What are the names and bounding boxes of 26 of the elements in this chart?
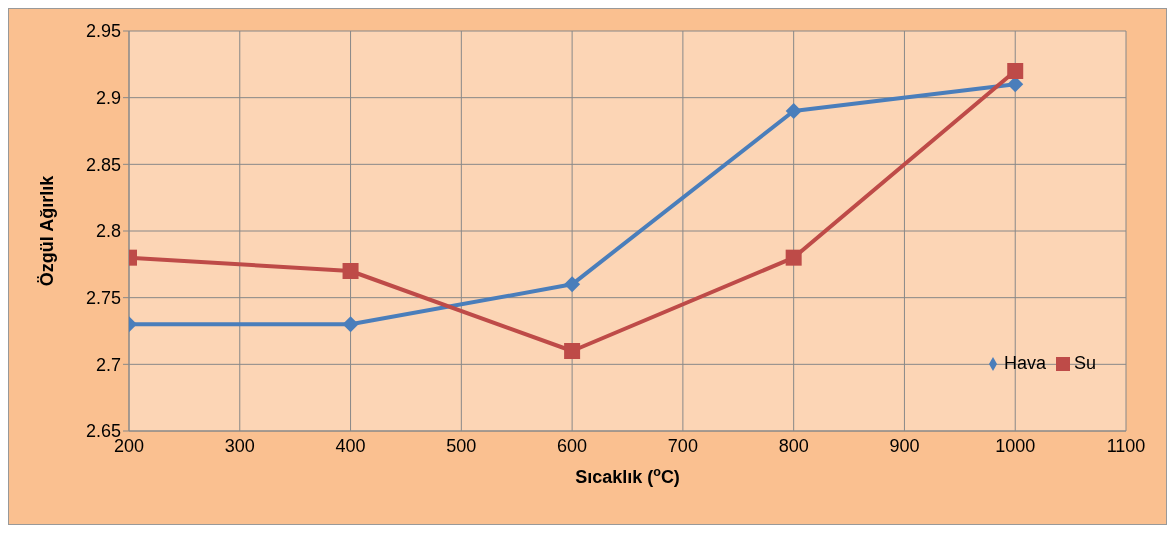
x-axis-title: Sıcaklık ($^{o}$C) <box>575 465 680 487</box>
point <box>342 263 359 279</box>
point <box>785 103 802 119</box>
x-tick-label: 900 <box>889 435 920 456</box>
y-tick-label: 2.8 <box>95 221 121 242</box>
point <box>564 276 581 293</box>
x-tick-label: 700 <box>667 435 698 456</box>
point <box>564 343 581 359</box>
x-tick-label: 800 <box>778 435 809 456</box>
x-tick-label: 300 <box>224 435 255 456</box>
y-tick-label: 2.85 <box>85 154 121 175</box>
x-tick-label: 1100 <box>1106 435 1146 456</box>
x-tick-label: 500 <box>446 435 477 456</box>
y-tick-label: 2.75 <box>85 288 121 309</box>
point <box>342 316 359 333</box>
legend-label: Su <box>1073 353 1096 373</box>
y-tick-label: 2.9 <box>95 88 121 109</box>
y-axis-title: Özgül Ağırlık <box>37 174 57 287</box>
x-tick-label: 1000 <box>995 435 1036 456</box>
y-tick-label: 2.95 <box>85 21 121 42</box>
x-tick-label: 600 <box>557 435 588 456</box>
y-tick-label: 2.7 <box>95 354 121 375</box>
legend-label: Hava <box>1003 353 1046 373</box>
x-tick-label: 400 <box>335 435 366 456</box>
point <box>1007 63 1024 79</box>
point <box>785 249 802 266</box>
